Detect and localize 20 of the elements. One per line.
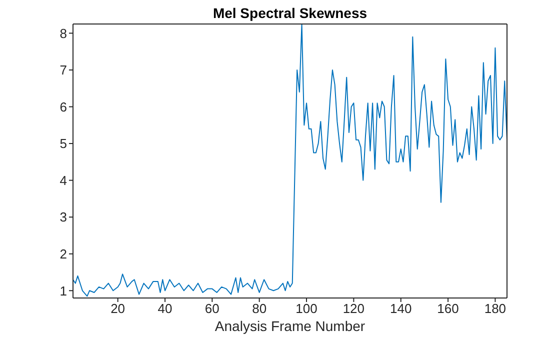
y-tick-label: 3 (60, 210, 67, 225)
x-axis-title: Analysis Frame Number (214, 318, 366, 334)
x-tick-label: 140 (390, 301, 412, 316)
y-tick-label: 8 (60, 26, 67, 41)
x-tick-label: 40 (158, 301, 172, 316)
y-tick-label: 2 (60, 246, 67, 262)
y-tick-label: 6 (60, 99, 67, 114)
x-tick-label: 120 (342, 301, 365, 316)
y-tick-label: 1 (60, 283, 67, 298)
x-tick-label: 100 (296, 301, 318, 316)
x-tick-label: 80 (252, 301, 267, 316)
x-tick-label: 180 (484, 301, 506, 316)
x-tick-label: 60 (204, 301, 220, 316)
x-tick-label: 20 (110, 301, 126, 316)
y-tick-label: 5 (60, 136, 67, 152)
y-tick-label: 7 (60, 62, 67, 78)
chart-title: Mel Spectral Skewness (212, 5, 368, 21)
x-tick-label: 160 (437, 301, 459, 316)
line-series (73, 24, 507, 297)
y-tick-label: 4 (60, 172, 67, 188)
